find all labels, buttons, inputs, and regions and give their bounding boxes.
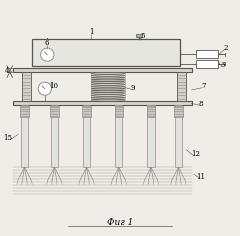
Bar	[50, 106, 59, 117]
Text: 6: 6	[45, 39, 49, 47]
Text: 10: 10	[49, 82, 58, 90]
Text: Фиг 1: Фиг 1	[107, 218, 133, 227]
Bar	[32, 39, 180, 66]
Ellipse shape	[91, 77, 125, 79]
Bar	[147, 105, 155, 167]
Text: 1: 1	[89, 28, 94, 36]
Text: 15: 15	[3, 134, 12, 142]
Ellipse shape	[91, 95, 125, 97]
Bar	[115, 105, 122, 167]
Ellipse shape	[91, 88, 125, 90]
Bar	[13, 101, 192, 105]
Bar	[196, 51, 218, 58]
Text: 12: 12	[191, 150, 200, 158]
Text: 5: 5	[140, 32, 145, 40]
Bar	[82, 106, 91, 117]
Ellipse shape	[91, 97, 125, 99]
Ellipse shape	[91, 84, 125, 85]
Bar	[114, 106, 123, 117]
Ellipse shape	[91, 99, 125, 101]
Bar	[147, 106, 155, 117]
Bar	[175, 105, 182, 167]
Bar	[196, 60, 218, 67]
Circle shape	[38, 82, 52, 95]
Text: 7: 7	[201, 82, 206, 90]
Text: 8: 8	[199, 100, 203, 108]
Text: 3: 3	[220, 60, 225, 68]
Ellipse shape	[91, 86, 125, 88]
Circle shape	[41, 48, 54, 61]
Ellipse shape	[91, 81, 125, 83]
Ellipse shape	[91, 79, 125, 81]
Bar	[20, 106, 29, 117]
Bar	[174, 106, 183, 117]
Text: 11: 11	[197, 173, 206, 181]
Ellipse shape	[91, 90, 125, 92]
Bar	[83, 105, 90, 167]
Ellipse shape	[91, 72, 125, 74]
Bar	[51, 105, 58, 167]
Ellipse shape	[91, 75, 125, 76]
Bar	[136, 34, 142, 37]
Text: 2: 2	[224, 44, 228, 52]
Ellipse shape	[91, 93, 125, 94]
Bar	[13, 68, 192, 72]
Text: 9: 9	[131, 84, 135, 92]
Bar	[177, 72, 186, 101]
Text: 4: 4	[5, 67, 10, 75]
Bar	[22, 72, 31, 101]
Bar	[21, 105, 28, 167]
